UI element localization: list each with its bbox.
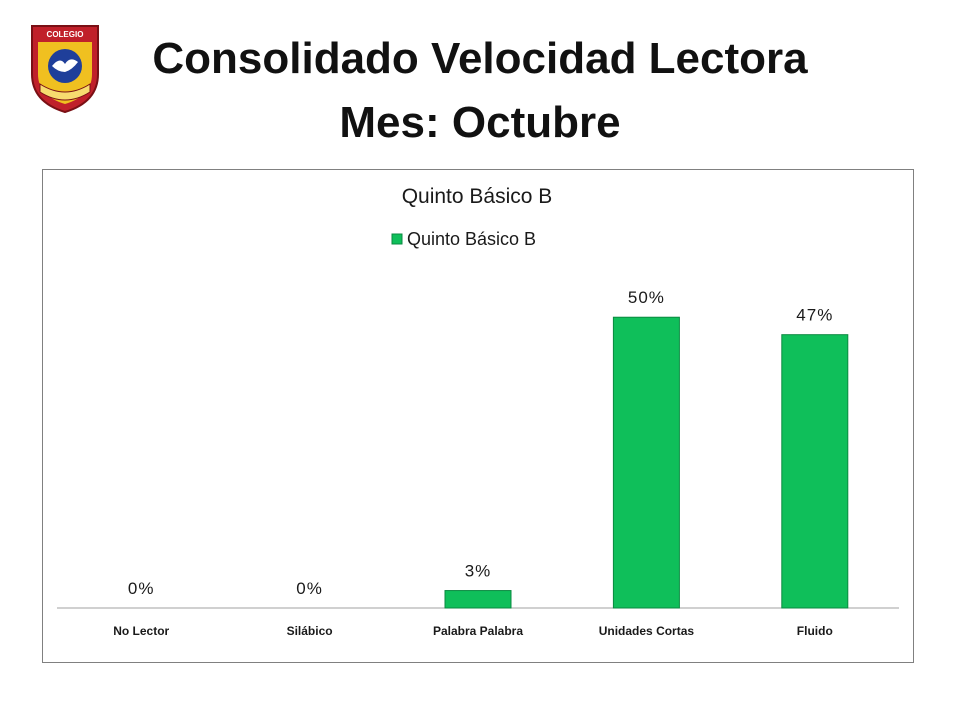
bar-palabra-palabra [444,590,512,609]
data-label: 0% [296,579,323,598]
category-label: Fluido [797,624,833,638]
category-label: No Lector [113,624,169,638]
page-subtitle: Mes: Octubre [339,98,621,147]
data-label: 0% [128,579,155,598]
legend-swatch [391,233,403,245]
svg-text:COLEGIO: COLEGIO [47,30,84,39]
chart-frame: Quinto Básico B Quinto Básico B 0% No Lec… [42,169,914,663]
data-label: 3% [465,562,492,581]
page-title: Consolidado Velocidad Lectora [152,34,808,83]
bar-fluido [781,334,849,609]
chart-title: Quinto Básico B [402,185,553,208]
bar-unidades-cortas [612,316,680,609]
category-label: Palabra Palabra [433,624,523,638]
legend-label: Quinto Básico B [407,229,536,249]
bar-chart: Quinto Básico B Quinto Básico B 0% No Lec… [57,185,899,638]
category-label: Unidades Cortas [599,624,695,638]
data-label: 47% [796,306,833,325]
data-label: 50% [628,288,665,307]
category-label: Silábico [287,624,333,638]
school-crest-logo: COLEGIO [31,25,99,114]
